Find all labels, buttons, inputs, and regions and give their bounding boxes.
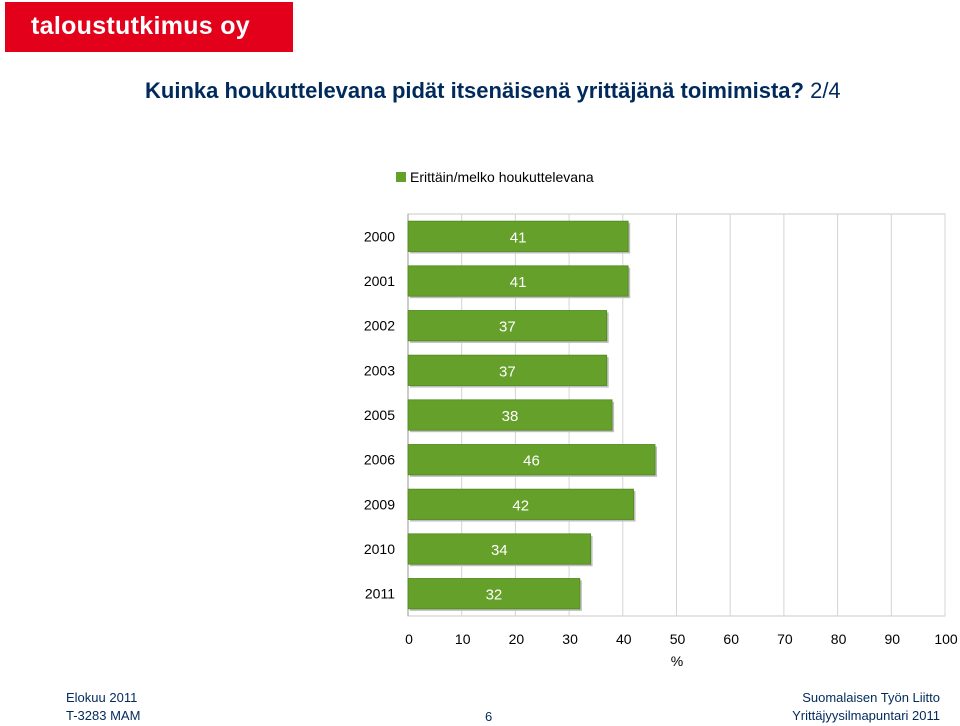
data-label-2003: 37 bbox=[499, 363, 516, 380]
bar-2002 bbox=[407, 310, 608, 342]
logo-text: taloustutkimus oy bbox=[31, 12, 251, 40]
x-axis-ticks: 0 10 20 30 40 50 60 70 80 90 100 bbox=[405, 631, 958, 647]
bar-2011 bbox=[407, 578, 581, 610]
x-tick-label-90: 90 bbox=[885, 631, 901, 647]
legend-swatch bbox=[396, 172, 406, 182]
footer-report-name: Yrittäjyysilmapuntari 2011 bbox=[792, 708, 940, 723]
data-label-2000: 41 bbox=[510, 229, 527, 246]
page-number: 6 bbox=[485, 709, 493, 724]
category-label-2003: 2003 bbox=[364, 362, 395, 378]
company-logo: taloustutkimus oy bbox=[5, 2, 293, 52]
bar-2006 bbox=[407, 444, 656, 476]
data-label-2002: 37 bbox=[499, 319, 516, 336]
bar-2001 bbox=[407, 265, 629, 297]
footer-right: Suomalaisen Työn Liitto Yrittäjyysilmapu… bbox=[792, 689, 940, 725]
bar-2000 bbox=[407, 220, 629, 252]
title-part: 2/4 bbox=[810, 78, 841, 103]
x-tick-label-80: 80 bbox=[831, 631, 847, 647]
bar-2003 bbox=[407, 354, 608, 386]
data-label-2009: 42 bbox=[512, 497, 529, 514]
category-label-2006: 2006 bbox=[364, 452, 395, 468]
data-label-2006: 46 bbox=[523, 453, 540, 470]
page-title: Kuinka houkuttelevana pidät itsenäisenä … bbox=[145, 78, 841, 104]
category-label-2000: 2000 bbox=[364, 228, 395, 244]
data-label-2010: 34 bbox=[491, 542, 508, 559]
category-label-2001: 2001 bbox=[364, 273, 395, 289]
x-tick-label-30: 30 bbox=[562, 631, 578, 647]
footer-project-code: T-3283 MAM bbox=[66, 708, 141, 723]
legend-label: Erittäin/melko houkuttelevana bbox=[410, 169, 594, 185]
x-tick-label-100: 100 bbox=[934, 631, 958, 647]
x-tick-label-60: 60 bbox=[723, 631, 739, 647]
x-axis-label: % bbox=[671, 653, 683, 669]
category-label-2010: 2010 bbox=[364, 541, 395, 557]
footer-date: Elokuu 2011 bbox=[66, 690, 138, 705]
data-label-2001: 41 bbox=[510, 274, 527, 291]
footer-organization: Suomalaisen Työn Liitto bbox=[802, 690, 940, 705]
category-labels: 2000 2001 2002 2003 2005 2006 2009 2010 2011 bbox=[364, 228, 395, 601]
bar-2010 bbox=[407, 533, 591, 565]
x-tick-label-10: 10 bbox=[455, 631, 471, 647]
bar-2005 bbox=[407, 399, 613, 431]
x-tick-label-40: 40 bbox=[616, 631, 632, 647]
category-label-2011: 2011 bbox=[365, 586, 395, 602]
category-label-2002: 2002 bbox=[364, 318, 395, 334]
x-tick-label-50: 50 bbox=[670, 631, 686, 647]
title-main: Kuinka houkuttelevana pidät itsenäisenä … bbox=[145, 78, 804, 103]
x-tick-label-20: 20 bbox=[509, 631, 525, 647]
x-tick-label-0: 0 bbox=[405, 631, 413, 647]
data-label-2005: 38 bbox=[502, 408, 519, 425]
data-label-2011: 32 bbox=[486, 587, 503, 604]
category-label-2005: 2005 bbox=[364, 407, 395, 423]
x-tick-label-70: 70 bbox=[777, 631, 793, 647]
category-label-2009: 2009 bbox=[364, 496, 395, 512]
footer-left: Elokuu 2011 T-3283 MAM bbox=[66, 689, 140, 725]
bar-2009 bbox=[407, 488, 634, 520]
chart-bars: 41 41 37 37 38 46 42 34 32 bbox=[407, 220, 658, 611]
chart-legend: Erittäin/melko houkuttelevana bbox=[396, 169, 594, 185]
